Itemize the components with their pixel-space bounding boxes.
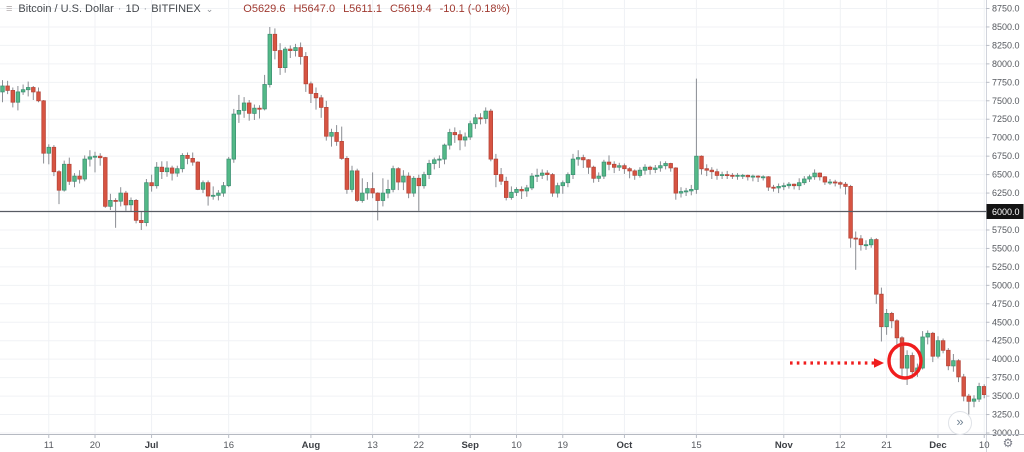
open-value: O5629.6 bbox=[243, 3, 286, 15]
svg-text:Sep: Sep bbox=[461, 440, 479, 451]
chevron-down-icon[interactable]: ⌄ bbox=[205, 3, 214, 14]
menu-icon[interactable]: ≡ bbox=[6, 3, 13, 15]
axis-settings-gear-icon[interactable]: ⚙ bbox=[1002, 436, 1014, 450]
svg-text:4000.0: 4000.0 bbox=[992, 354, 1020, 364]
svg-text:10: 10 bbox=[979, 440, 990, 451]
svg-text:7250.0: 7250.0 bbox=[992, 114, 1020, 124]
svg-text:Jul: Jul bbox=[145, 440, 159, 451]
time-axis-labels: 11 20 Jul 16 Aug 13 22 Sep 10 19 Oct 15 Nov 12 21 Dec 10 bbox=[0, 434, 1024, 451]
svg-text:5000.0: 5000.0 bbox=[992, 280, 1020, 290]
candles bbox=[0, 27, 987, 415]
low-value: L5611.1 bbox=[343, 3, 383, 15]
separator-dot: · bbox=[143, 3, 148, 15]
svg-text:4250.0: 4250.0 bbox=[992, 336, 1020, 346]
svg-text:3250.0: 3250.0 bbox=[992, 410, 1020, 420]
svg-text:Nov: Nov bbox=[775, 440, 794, 451]
svg-text:3000.0: 3000.0 bbox=[992, 428, 1020, 438]
svg-text:6000.0: 6000.0 bbox=[992, 207, 1020, 217]
svg-text:8500.0: 8500.0 bbox=[992, 22, 1020, 32]
svg-text:6500.0: 6500.0 bbox=[992, 170, 1020, 180]
annotation-arrow[interactable] bbox=[790, 358, 884, 368]
svg-text:7750.0: 7750.0 bbox=[992, 77, 1020, 87]
ohlc-values: O5629.6 H5647.0 L5611.1 C5619.4 -10.1 (-… bbox=[243, 3, 510, 15]
svg-text:4750.0: 4750.0 bbox=[992, 299, 1020, 309]
svg-text:Dec: Dec bbox=[929, 440, 946, 451]
svg-text:20: 20 bbox=[90, 440, 101, 451]
svg-text:3500.0: 3500.0 bbox=[992, 391, 1020, 401]
svg-text:11: 11 bbox=[44, 440, 54, 451]
svg-text:8000.0: 8000.0 bbox=[992, 59, 1020, 69]
svg-text:6750.0: 6750.0 bbox=[992, 151, 1020, 161]
svg-text:5750.0: 5750.0 bbox=[992, 225, 1020, 235]
svg-text:4500.0: 4500.0 bbox=[992, 317, 1020, 327]
svg-text:6250.0: 6250.0 bbox=[992, 188, 1020, 198]
svg-text:12: 12 bbox=[835, 440, 846, 451]
high-value: H5647.0 bbox=[293, 3, 336, 15]
svg-text:Aug: Aug bbox=[302, 440, 321, 451]
svg-text:5250.0: 5250.0 bbox=[992, 262, 1020, 272]
svg-text:19: 19 bbox=[558, 440, 569, 451]
svg-text:Oct: Oct bbox=[616, 440, 633, 451]
svg-text:7000.0: 7000.0 bbox=[992, 133, 1020, 143]
svg-text:7500.0: 7500.0 bbox=[992, 96, 1020, 106]
scroll-to-recent-button[interactable]: » bbox=[948, 411, 972, 435]
chart-legend: ≡ Bitcoin / U.S. Dollar · 1D · BITFINEX … bbox=[6, 3, 510, 15]
svg-text:8250.0: 8250.0 bbox=[992, 40, 1020, 50]
svg-text:10: 10 bbox=[511, 440, 522, 451]
svg-text:22: 22 bbox=[414, 440, 425, 451]
close-value: C5619.4 bbox=[390, 3, 432, 15]
price-axis[interactable] bbox=[986, 0, 1024, 434]
svg-text:21: 21 bbox=[881, 440, 892, 451]
interval-label[interactable]: 1D bbox=[125, 3, 140, 15]
svg-text:16: 16 bbox=[223, 440, 234, 451]
symbol-title[interactable]: Bitcoin / U.S. Dollar bbox=[18, 3, 114, 15]
annotation-circle[interactable] bbox=[887, 342, 923, 380]
svg-text:15: 15 bbox=[691, 440, 702, 451]
change-value: -10.1 (-0.18%) bbox=[439, 3, 510, 15]
svg-text:13: 13 bbox=[367, 440, 378, 451]
time-axis[interactable] bbox=[0, 434, 986, 452]
price-axis-labels: 8750.0 8500.0 8250.0 8000.0 7750.0 7500.0 7250… bbox=[986, 0, 1024, 452]
svg-text:3750.0: 3750.0 bbox=[992, 373, 1020, 383]
svg-text:8750.0: 8750.0 bbox=[992, 4, 1020, 14]
separator-dot: · bbox=[117, 3, 122, 15]
exchange-label[interactable]: BITFINEX bbox=[151, 3, 201, 15]
svg-text:5500.0: 5500.0 bbox=[992, 243, 1020, 253]
